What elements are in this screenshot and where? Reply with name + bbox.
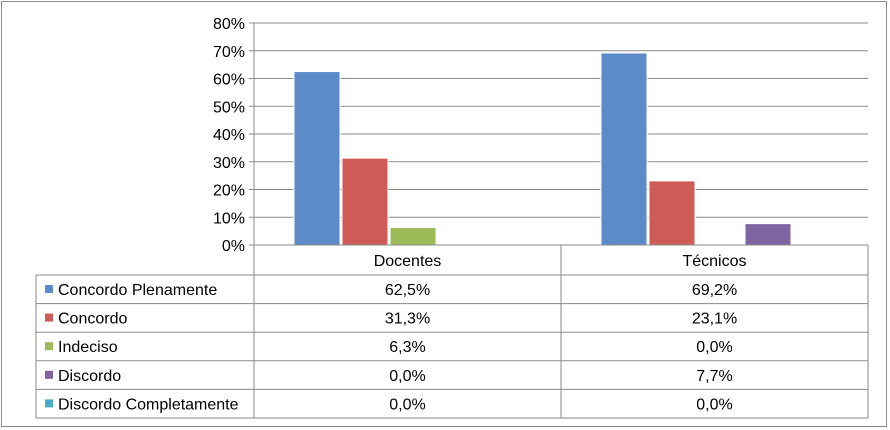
bar-3-1 xyxy=(389,227,437,246)
y-tick-label: 70% xyxy=(213,44,245,61)
x-category-label: Docentes xyxy=(374,253,442,270)
bar-2-2 xyxy=(648,180,696,246)
legend-swatch xyxy=(45,370,53,379)
y-tick-label: 50% xyxy=(213,99,245,116)
legend-swatch xyxy=(45,342,53,351)
y-tick-label: 80% xyxy=(213,16,245,33)
bar-1-1 xyxy=(293,71,341,246)
data-label: 0,0% xyxy=(696,396,732,413)
legend-swatch xyxy=(45,313,53,322)
data-label: 62,5% xyxy=(385,282,430,299)
y-tick-label: 40% xyxy=(213,127,245,144)
y-tick-label: 0% xyxy=(222,238,245,255)
data-label: 0,0% xyxy=(389,368,425,385)
bar-2-1 xyxy=(341,157,389,246)
y-tick-label: 30% xyxy=(213,155,245,172)
legend-swatch xyxy=(45,285,53,293)
data-label: 6,3% xyxy=(389,339,425,356)
legend-label: Indeciso xyxy=(58,339,118,356)
x-category-label: Técnicos xyxy=(682,253,746,270)
legend-swatch xyxy=(45,399,53,408)
data-label: 23,1% xyxy=(692,311,737,328)
data-label: 7,7% xyxy=(696,368,732,385)
bars xyxy=(293,52,792,246)
legend-label: Discordo Completamente xyxy=(58,396,239,413)
bar-1-2 xyxy=(600,52,648,246)
data-label: 0,0% xyxy=(389,396,425,413)
bar-4-2 xyxy=(744,223,792,246)
y-tick-label: 10% xyxy=(213,210,245,227)
data-label: 31,3% xyxy=(385,311,430,328)
legend-label: Concordo xyxy=(58,311,127,328)
data-label: 0,0% xyxy=(696,339,732,356)
data-table: Docentes Técnicos Concordo Plenamente 62,5%… xyxy=(35,244,869,419)
data-label: 69,2% xyxy=(692,282,737,299)
legend-label: Discordo xyxy=(58,368,121,385)
y-tick-label: 60% xyxy=(213,72,245,89)
y-tick-label: 20% xyxy=(213,183,245,200)
y-axis: 0% 10% 20% 30% 40% 50% 60% 70% 80% xyxy=(213,16,255,255)
legend-label: Concordo Plenamente xyxy=(58,282,217,299)
